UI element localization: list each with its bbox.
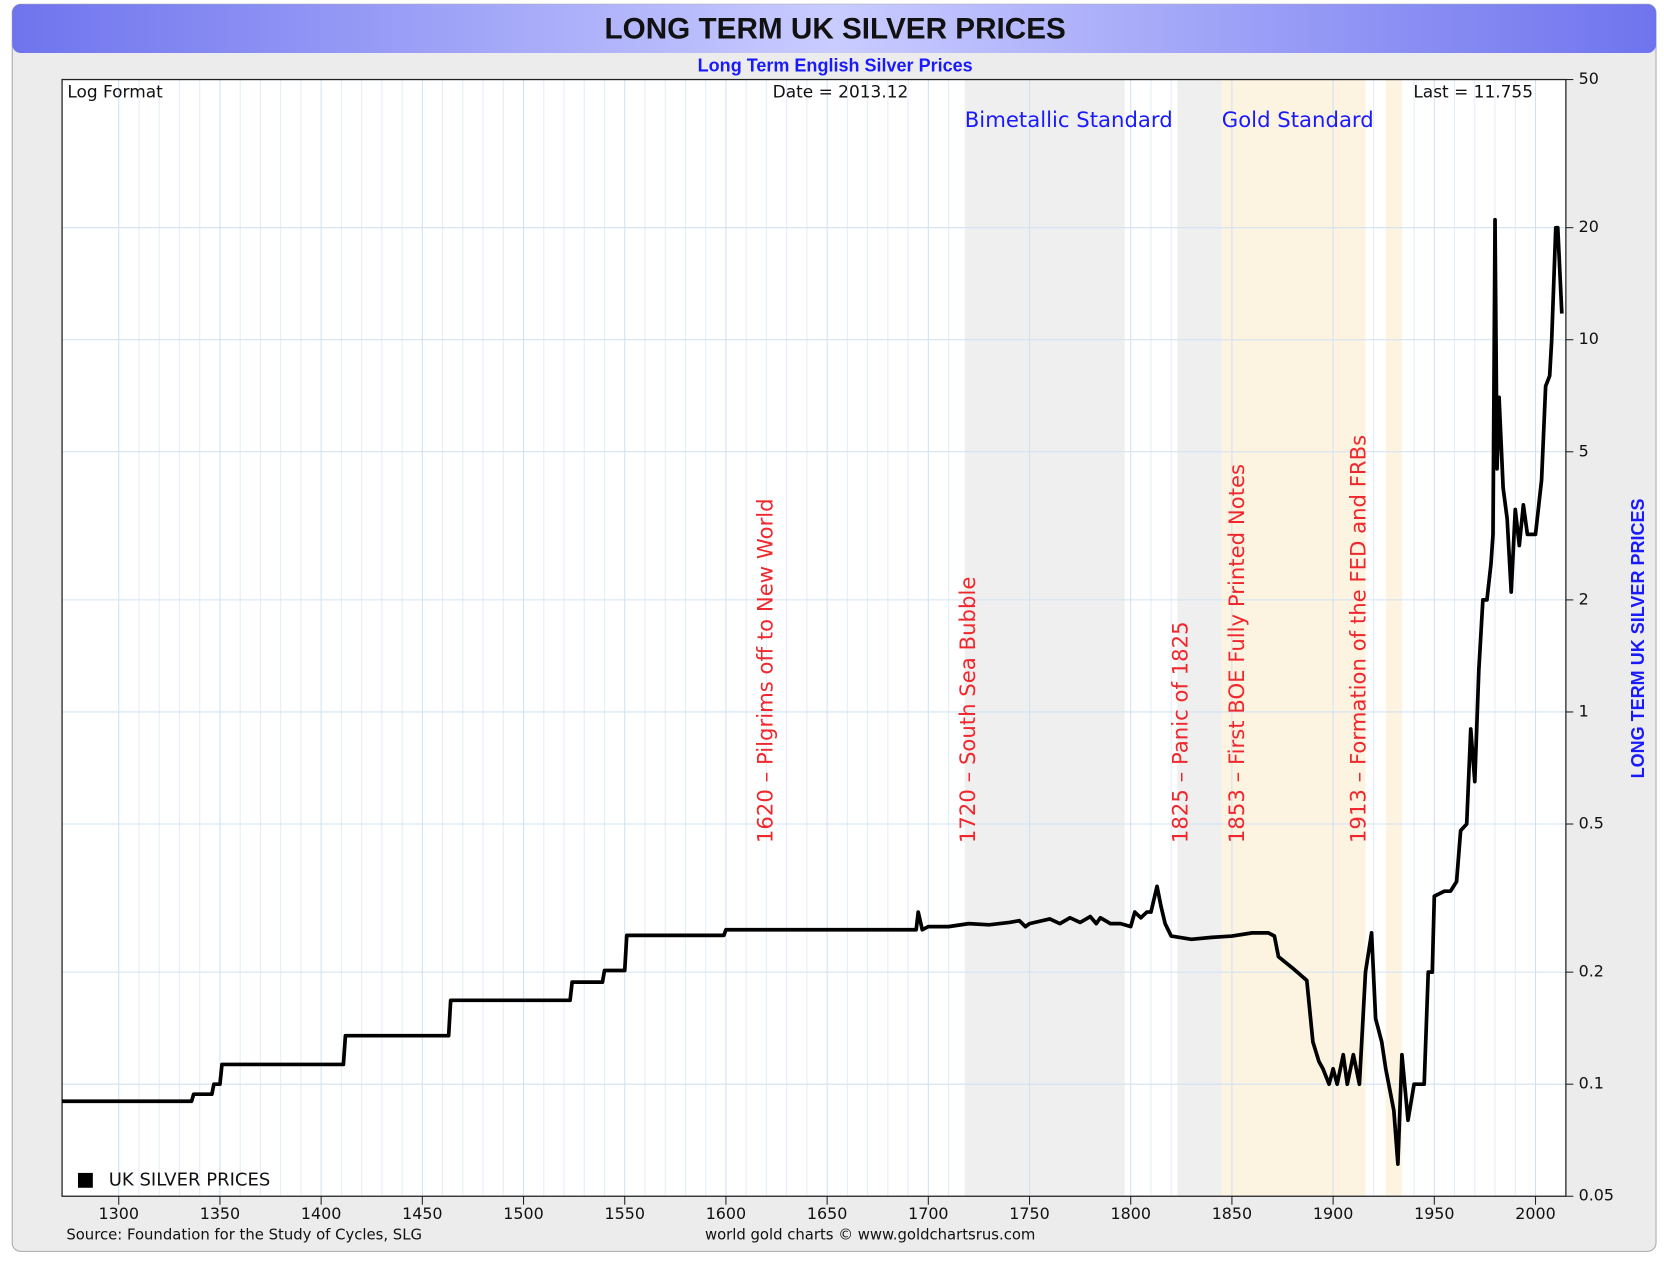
corner-center: Date = 2013.12 bbox=[773, 81, 909, 101]
x-tick-label: 1600 bbox=[706, 1204, 746, 1223]
annotation: 1853 – First BOE Fully Printed Notes bbox=[1225, 464, 1250, 843]
corner-left: Log Format bbox=[67, 81, 163, 101]
y-tick-label: 5 bbox=[1579, 441, 1589, 460]
annotation: 1825 – Panic of 1825 bbox=[1168, 621, 1193, 843]
y-axis-label: LONG TERM UK SILVER PRICES bbox=[1628, 498, 1648, 778]
x-tick-label: 1700 bbox=[908, 1204, 948, 1223]
y-tick-label: 1 bbox=[1579, 701, 1589, 720]
y-tick-label: 2 bbox=[1579, 589, 1589, 608]
source: Source: Foundation for the Study of Cycl… bbox=[66, 1226, 422, 1243]
plot-frame bbox=[61, 78, 1567, 1197]
chart-subtitle: Long Term English Silver Prices bbox=[698, 56, 973, 76]
annotation: 1620 – Pilgrims off to New World bbox=[753, 498, 778, 843]
y-tick-label: 0.2 bbox=[1579, 962, 1604, 981]
band bbox=[1177, 79, 1222, 1197]
band bbox=[1385, 79, 1402, 1197]
band-label: Gold Standard bbox=[1222, 108, 1374, 133]
y-tick-label: 0.1 bbox=[1579, 1074, 1604, 1093]
x-tick-label: 1450 bbox=[402, 1204, 442, 1223]
series-line bbox=[62, 217, 1564, 1166]
chart-title: LONG TERM UK SILVER PRICES bbox=[605, 13, 1066, 46]
x-tick-label: 1750 bbox=[1009, 1204, 1049, 1223]
y-tick-label: 10 bbox=[1579, 329, 1599, 348]
x-tick-label: 1800 bbox=[1110, 1204, 1150, 1223]
band bbox=[1221, 79, 1366, 1197]
x-tick-label: 1300 bbox=[99, 1204, 139, 1223]
x-tick-label: 1350 bbox=[200, 1204, 240, 1223]
y-tick-label: 20 bbox=[1579, 217, 1599, 236]
band bbox=[964, 79, 1125, 1197]
x-tick-label: 1400 bbox=[301, 1204, 341, 1223]
y-tick-label: 50 bbox=[1579, 69, 1599, 88]
x-tick-label: 2000 bbox=[1515, 1204, 1555, 1223]
legend-label: UK SILVER PRICES bbox=[109, 1169, 271, 1190]
x-tick-label: 1950 bbox=[1414, 1204, 1454, 1223]
annotation: 1720 – South Sea Bubble bbox=[956, 577, 981, 843]
x-tick-label: 1500 bbox=[503, 1204, 543, 1223]
x-tick-label: 1650 bbox=[807, 1204, 847, 1223]
title-bar bbox=[12, 4, 1657, 54]
credit: world gold charts © www.goldchartsrus.co… bbox=[705, 1226, 1035, 1243]
band-label: Bimetallic Standard bbox=[965, 108, 1173, 133]
legend-swatch bbox=[77, 1172, 93, 1188]
y-tick-label: 0.5 bbox=[1579, 814, 1604, 833]
x-tick-label: 1850 bbox=[1212, 1204, 1252, 1223]
annotation: 1913 – Formation of the FED and FRBs bbox=[1346, 435, 1371, 843]
x-tick-label: 1550 bbox=[605, 1204, 645, 1223]
corner-right: Last = 11.755 bbox=[1413, 81, 1533, 101]
y-tick-label: 0.05 bbox=[1579, 1186, 1614, 1205]
x-tick-label: 1900 bbox=[1313, 1204, 1353, 1223]
